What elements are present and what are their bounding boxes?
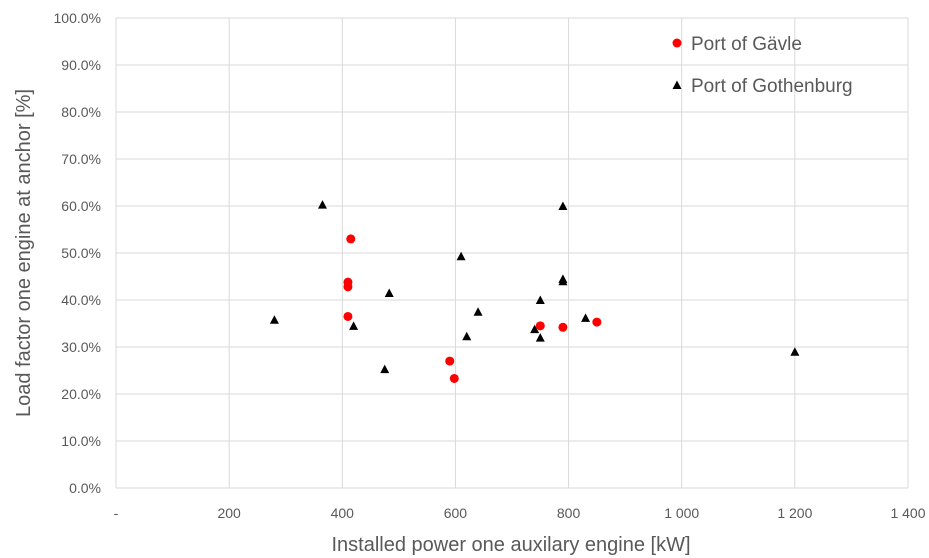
data-point-gothenburg [269,315,279,324]
x-tick-label: 1 000 [664,505,699,521]
x-tick-label: 1 400 [890,505,925,521]
data-point-gavle [558,322,568,332]
x-axis-title: Installed power one auxilary engine [kW] [331,534,690,556]
data-point-gothenburg [384,288,394,297]
data-point-gothenburg [581,313,591,322]
data-point-gavle [535,321,545,331]
x-tick-label: 200 [217,505,241,521]
grid [115,17,909,489]
legend-label: Port of Gothenburg [691,76,853,97]
data-point-gavle [592,317,602,327]
data-point-gothenburg [558,276,568,286]
y-tick-label: 30.0% [61,339,101,355]
y-tick-label: 40.0% [61,292,101,308]
x-tick-label: 400 [331,505,355,521]
data-point-gothenburg [530,324,540,334]
legend-marker-gothenburg [672,80,682,89]
data-point-gothenburg [558,201,568,210]
data-point-gavle [449,373,459,383]
x-tick-label: 800 [557,505,581,521]
data-point-gothenburg [456,251,466,261]
data-point-gothenburg [317,200,327,209]
y-tick-label: 60.0% [61,198,101,214]
legend: Port of Gävle Port of Gothenburg [672,34,853,97]
y-axis-tick-labels: 0.0% 10.0% 20.0% 30.0% 40.0% 50.0% 60.0% 70.0% 8… [54,10,101,496]
legend-label: Port of Gävle [691,34,802,55]
y-tick-label: 50.0% [61,245,101,261]
y-tick-label: 100.0% [54,10,101,26]
data-point-gothenburg [380,364,390,374]
y-axis-title: Load factor one engine at anchor [%] [13,89,35,417]
y-tick-label: 10.0% [61,433,101,449]
y-tick-label: 20.0% [61,386,101,402]
y-tick-label: 0.0% [69,480,101,496]
data-point-gavle [343,311,353,321]
data-point-gavle [343,282,353,292]
data-point-gothenburg [462,331,472,341]
data-points [269,200,800,383]
data-point-gothenburg [473,307,483,316]
y-tick-label: 90.0% [61,57,101,73]
x-tick-label: 600 [444,505,468,521]
data-point-gothenburg [535,295,545,304]
x-tick-label: 1 200 [777,505,812,521]
x-axis-tick-labels: - 200 400 600 800 1 000 1 200 1 400 [114,505,926,521]
y-tick-label: 70.0% [61,151,101,167]
data-point-gavle [445,356,455,366]
data-point-gothenburg [349,321,359,330]
data-point-gothenburg [535,333,545,342]
y-tick-label: 80.0% [61,104,101,120]
data-point-gavle [346,234,356,244]
data-point-gothenburg [790,347,800,356]
legend-marker-gavle [672,38,682,48]
x-tick-label: - [114,505,119,521]
